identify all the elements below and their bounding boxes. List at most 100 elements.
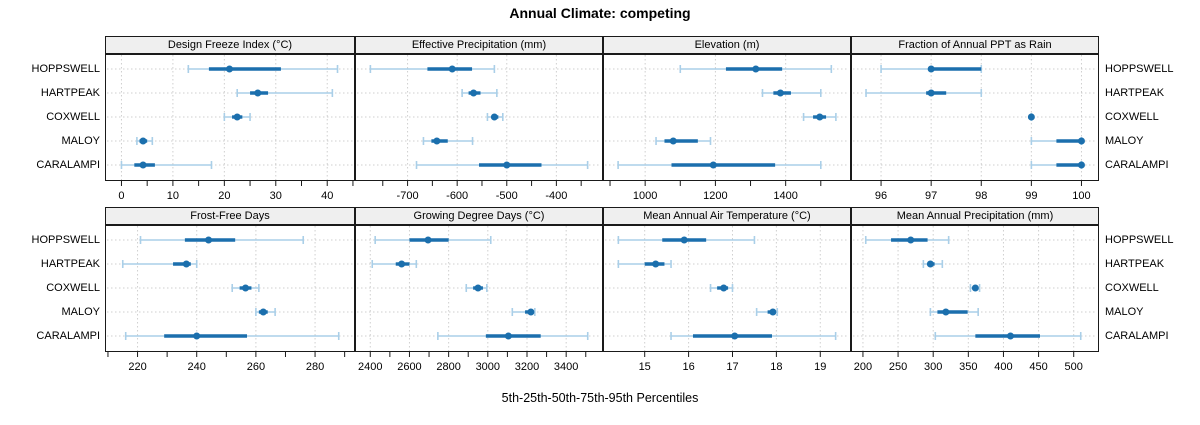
- median-dot: [225, 65, 233, 73]
- tick-label: -400: [545, 190, 567, 202]
- percentile-whisker: [465, 284, 488, 292]
- site-label-right: MALOY: [1105, 135, 1144, 147]
- tick-label: 97: [925, 190, 937, 202]
- percentile-whisker: [1030, 161, 1085, 169]
- percentile-whisker: [865, 89, 983, 97]
- site-label-left: MALOY: [61, 306, 100, 318]
- panel-strip-title: Mean Annual Air Temperature (°C): [603, 207, 851, 225]
- tick-label: 1400: [773, 190, 797, 202]
- percentile-whisker: [761, 89, 822, 97]
- percentile-whisker: [929, 308, 979, 316]
- percentile-whisker: [679, 65, 833, 73]
- panel-strip-title: Effective Precipitation (mm): [355, 36, 603, 54]
- panel-x-axis: -700 -600 -500 -400: [382, 181, 582, 202]
- site-label-left: COXWELL: [46, 111, 100, 123]
- percentile-whisker: [374, 236, 492, 244]
- panel-x-axis: 200 250 300 350 400 450 500: [854, 352, 1083, 373]
- percentile-whisker: [236, 89, 334, 97]
- tick-label: 98: [975, 190, 987, 202]
- tick-label: -600: [446, 190, 468, 202]
- tick-label: 100: [1072, 190, 1090, 202]
- median-dot: [398, 260, 406, 268]
- tick-label: 3400: [554, 361, 578, 373]
- percentile-whisker: [511, 308, 536, 316]
- median-dot: [709, 161, 717, 169]
- percentile-whisker: [709, 284, 734, 292]
- median-dot: [205, 236, 213, 244]
- median-dot: [971, 284, 979, 292]
- median-dot: [139, 137, 147, 145]
- tick-label: 350: [959, 361, 977, 373]
- median-dot: [776, 89, 784, 97]
- tick-label: 40: [321, 190, 333, 202]
- tick-label: 1000: [633, 190, 657, 202]
- tick-label: 240: [188, 361, 206, 373]
- median-dot: [752, 65, 760, 73]
- median-dot: [769, 308, 777, 316]
- trellis-panel: [105, 54, 355, 181]
- panel-strip-title: Frost-Free Days: [105, 207, 355, 225]
- median-dot: [1077, 137, 1085, 145]
- x-axis-label: 5th-25th-50th-75th-95th Percentiles: [501, 391, 699, 405]
- median-dot: [907, 236, 915, 244]
- percentile-whisker: [617, 260, 672, 268]
- median-dot: [242, 284, 250, 292]
- median-dot: [680, 236, 688, 244]
- median-dot: [139, 161, 147, 169]
- tick-label: 260: [247, 361, 265, 373]
- percentile-whisker: [670, 332, 837, 340]
- median-dot: [652, 260, 660, 268]
- site-label-right: HOPPSWELL: [1105, 234, 1174, 246]
- percentile-whisker: [120, 161, 213, 169]
- percentile-whisker: [969, 284, 981, 292]
- site-label-left: HARTPEAK: [40, 87, 100, 99]
- site-label-right: HOPPSWELL: [1105, 63, 1174, 75]
- median-dot: [926, 260, 934, 268]
- median-dot: [1027, 113, 1035, 121]
- percentile-whisker: [922, 260, 944, 268]
- percentile-whisker: [136, 137, 154, 145]
- tick-label: 99: [1025, 190, 1037, 202]
- tick-label: 2400: [358, 361, 382, 373]
- median-dot: [433, 137, 441, 145]
- median-dot: [1006, 332, 1014, 340]
- percentile-whisker: [755, 308, 779, 316]
- tick-label: 0: [118, 190, 124, 202]
- percentile-whisker: [255, 308, 276, 316]
- tick-label: 17: [726, 361, 738, 373]
- tick-label: 19: [814, 361, 826, 373]
- chart-title: Annual Climate: competing: [509, 5, 691, 21]
- percentile-whisker: [486, 113, 504, 121]
- trellis-panel: [603, 54, 851, 181]
- tick-label: -700: [397, 190, 419, 202]
- tick-label: 400: [994, 361, 1012, 373]
- tick-label: 2800: [436, 361, 460, 373]
- tick-label: 3000: [476, 361, 500, 373]
- tick-label: 15: [639, 361, 651, 373]
- site-label-right: HARTPEAK: [1105, 87, 1165, 99]
- percentile-whisker: [422, 137, 474, 145]
- panel-strip-title: Mean Annual Precipitation (mm): [851, 207, 1099, 225]
- percentile-whisker: [187, 65, 339, 73]
- percentile-whisker: [461, 89, 498, 97]
- percentile-whisker: [1027, 113, 1035, 121]
- site-label-right: HARTPEAK: [1105, 258, 1165, 270]
- median-dot: [816, 113, 824, 121]
- median-dot: [1077, 161, 1085, 169]
- trellis-panel: [355, 54, 603, 181]
- tick-label: 300: [924, 361, 942, 373]
- site-label-left: COXWELL: [46, 282, 100, 294]
- tick-label: 3200: [515, 361, 539, 373]
- tick-label: 16: [682, 361, 694, 373]
- median-dot: [193, 332, 201, 340]
- panel-strip-title: Growing Degree Days (°C): [355, 207, 603, 225]
- percentile-whisker: [880, 65, 983, 73]
- percentile-whisker: [802, 113, 837, 121]
- percentile-whisker: [1030, 137, 1085, 145]
- median-dot: [424, 236, 432, 244]
- median-dot: [259, 308, 267, 316]
- median-dot: [927, 89, 935, 97]
- tick-label: -500: [496, 190, 518, 202]
- site-label-right: COXWELL: [1105, 111, 1159, 123]
